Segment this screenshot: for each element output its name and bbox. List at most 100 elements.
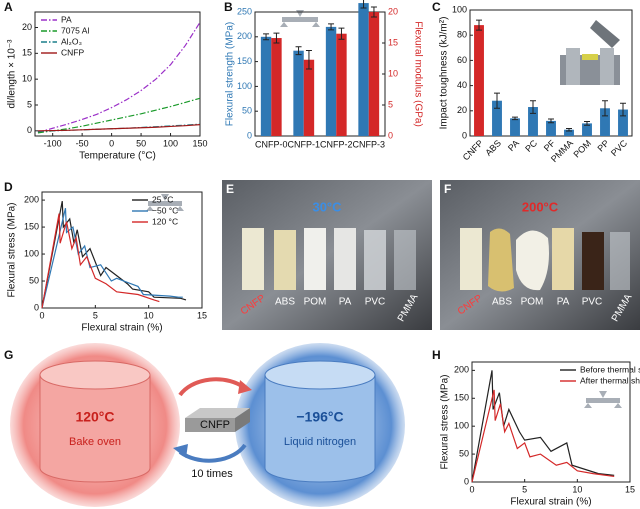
error-bar — [602, 100, 608, 117]
y-tick-label: 250 — [237, 6, 252, 16]
temperature-label: 30°C — [312, 199, 342, 214]
legend-label: 120 °C — [152, 216, 178, 226]
error-bar — [338, 27, 345, 40]
bar — [336, 33, 347, 137]
sample-label: ABS — [492, 297, 512, 308]
y-tick-label: 20 — [457, 105, 467, 115]
y-tick-label: 60 — [457, 55, 467, 65]
cold-temperature: −196°C — [296, 409, 343, 425]
y-tick-label: 50 — [459, 448, 469, 458]
x-tick-label: 0 — [469, 484, 474, 494]
sample-label: POM — [521, 297, 544, 308]
bar — [474, 25, 484, 136]
y-tick-label: 100 — [454, 421, 469, 431]
legend-label: Al₂O₃ — [61, 36, 82, 46]
x-tick-label: PVC — [609, 138, 630, 159]
bar — [510, 118, 520, 136]
y-tick-label: 50 — [29, 275, 39, 285]
y-tick-label: 150 — [237, 56, 252, 66]
sample — [394, 230, 416, 290]
x-tick-label: 10 — [144, 310, 154, 320]
error-bar — [530, 100, 536, 114]
legend-label: Before thermal shock — [580, 364, 640, 374]
sample-label: POM — [304, 297, 327, 308]
panel-label: H — [432, 348, 441, 362]
diagram-g: G 120°C Bake oven −196°C Liquid nitrogen… — [4, 343, 405, 507]
legend-label: 7075 Al — [61, 25, 89, 35]
y-tick-label: 0 — [27, 125, 32, 135]
y-tick-label: 20 — [22, 22, 32, 32]
y2-tick-label: 15 — [388, 37, 398, 47]
plate-front — [185, 418, 235, 432]
sample-label: PA — [557, 297, 570, 308]
y-tick-label: 200 — [24, 194, 39, 204]
x-axis-label: Flexural strain (%) — [510, 497, 591, 508]
x-axis-label: Temperature (°C) — [79, 151, 156, 162]
hot-label: Bake oven — [69, 436, 121, 448]
y-tick-label: 0 — [34, 302, 39, 312]
temperature-label: 200°C — [522, 199, 559, 214]
nitrogen-cylinder — [264, 375, 376, 483]
y-tick-label: 15 — [22, 48, 32, 58]
x-axis-label: Flexural strain (%) — [81, 323, 162, 334]
y-tick-label: 0 — [464, 476, 469, 486]
error-bar — [476, 19, 482, 31]
line-series — [37, 97, 201, 134]
sample — [488, 228, 514, 292]
sample — [582, 232, 604, 290]
y-tick-label: 80 — [457, 30, 467, 40]
line-series — [471, 389, 615, 483]
error-bar — [548, 118, 554, 124]
bar — [564, 129, 574, 136]
oven-cylinder — [39, 375, 151, 483]
sample — [610, 232, 630, 290]
bar — [358, 3, 369, 136]
plate-top — [185, 408, 250, 418]
y-tick-label: 100 — [237, 81, 252, 91]
panel-label: E — [226, 182, 234, 196]
x-tick-label: ABS — [483, 138, 503, 158]
y-tick-label: 100 — [24, 248, 39, 258]
y-axis-label: Flexural stress (MPa) — [7, 202, 18, 297]
error-bar — [263, 33, 270, 41]
sample — [460, 228, 482, 290]
bar — [600, 108, 610, 136]
panel-label: D — [4, 180, 13, 194]
bar — [618, 109, 628, 136]
sample — [552, 228, 574, 290]
x-tick-label: CNFP-0 — [255, 139, 288, 149]
x-tick-label: 5 — [93, 310, 98, 320]
x-tick-label: CNFP-2 — [320, 139, 353, 149]
y2-tick-label: 0 — [388, 130, 393, 140]
error-bar — [620, 102, 626, 117]
x-tick-label: -100 — [44, 138, 62, 148]
panel-label: A — [4, 0, 13, 14]
error-bar — [305, 49, 312, 70]
y-tick-label: 150 — [454, 393, 469, 403]
x-tick-label: 150 — [192, 138, 207, 148]
x-tick-label: POM — [572, 138, 594, 160]
bar — [582, 123, 592, 136]
cycles-label: 10 times — [191, 468, 233, 480]
x-tick-label: 50 — [136, 138, 146, 148]
arrow-head — [173, 444, 188, 458]
panel-label: B — [224, 0, 233, 14]
bar — [325, 26, 337, 137]
x-tick-label: CNFP — [461, 138, 485, 162]
arrow-head — [238, 380, 252, 394]
photo-f: F 200°C CNFP ABS POM PA PVC PMMA — [440, 180, 640, 330]
error-bar — [295, 46, 302, 56]
plate-side — [235, 408, 250, 432]
sample — [364, 230, 386, 290]
y-tick-label: 100 — [452, 4, 467, 14]
legend-label: After thermal shock — [580, 375, 640, 385]
sample-label: PVC — [582, 297, 603, 308]
legend-label: 25 °C — [152, 194, 173, 204]
sample — [274, 230, 296, 290]
plot-frame — [41, 191, 203, 309]
x-tick-label: 0 — [39, 310, 44, 320]
arrow — [178, 377, 247, 397]
y2-tick-label: 10 — [388, 68, 398, 78]
x-tick-label: 100 — [163, 138, 178, 148]
